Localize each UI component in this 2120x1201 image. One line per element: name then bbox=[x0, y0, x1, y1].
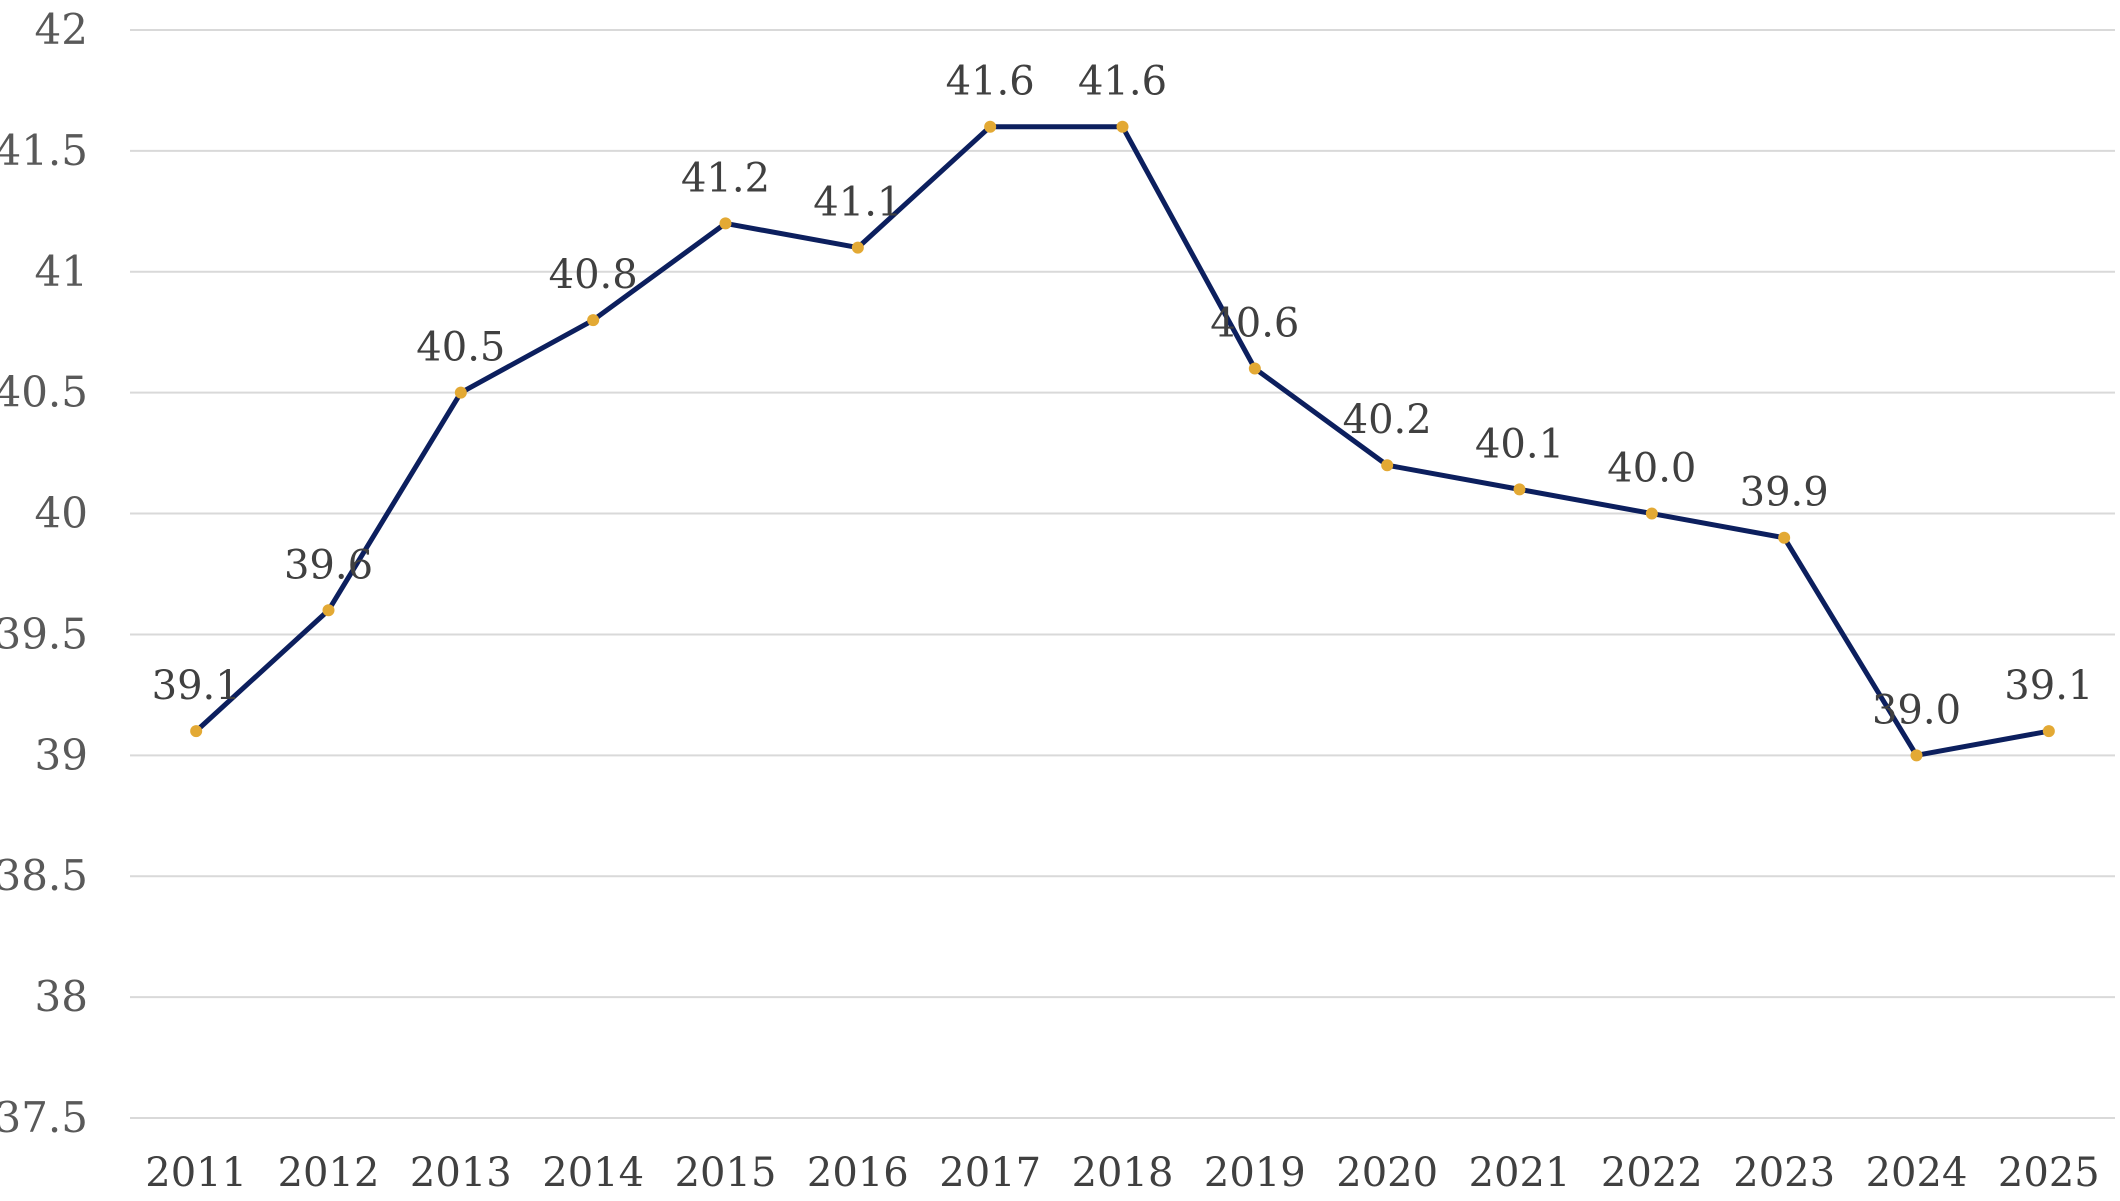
y-tick-label: 37.5 bbox=[0, 1093, 88, 1142]
x-tick-label: 2011 bbox=[145, 1150, 247, 1196]
series-line bbox=[193, 124, 2052, 758]
x-tick-label: 2024 bbox=[1866, 1150, 1968, 1196]
y-axis: 37.5 38 38.5 39 39.5 40 40.5 41 41.5 42 bbox=[0, 5, 88, 1142]
data-point bbox=[454, 386, 467, 399]
x-tick-label: 2019 bbox=[1204, 1150, 1306, 1196]
y-tick-label: 38.5 bbox=[0, 851, 88, 900]
data-point bbox=[1778, 531, 1791, 544]
data-point bbox=[719, 217, 732, 230]
data-point bbox=[1116, 120, 1129, 133]
x-tick-label: 2025 bbox=[1998, 1150, 2100, 1196]
data-label: 40.6 bbox=[1210, 300, 1299, 346]
x-tick-label: 2014 bbox=[542, 1150, 644, 1196]
x-tick-label: 2015 bbox=[675, 1150, 777, 1196]
data-label: 41.2 bbox=[681, 155, 770, 201]
x-tick-label: 2020 bbox=[1336, 1150, 1438, 1196]
data-point bbox=[1645, 507, 1658, 520]
y-tick-label: 38 bbox=[35, 972, 88, 1021]
x-tick-label: 2013 bbox=[410, 1150, 512, 1196]
data-point bbox=[1910, 749, 1923, 762]
x-tick-label: 2017 bbox=[939, 1150, 1041, 1196]
data-label: 39.1 bbox=[152, 663, 241, 709]
data-label: 41.1 bbox=[813, 180, 902, 226]
data-label: 41.6 bbox=[946, 59, 1035, 105]
y-tick-label: 40.5 bbox=[0, 368, 88, 417]
data-point bbox=[2042, 725, 2055, 738]
y-tick-label: 39.5 bbox=[0, 609, 88, 658]
data-label: 40.1 bbox=[1475, 421, 1564, 467]
data-labels: 39.1 39.6 40.5 40.8 41.2 41.1 41.6 41.6 40.6 40.2… bbox=[152, 59, 2094, 734]
data-point bbox=[1248, 362, 1261, 375]
data-point bbox=[587, 314, 600, 327]
series-layer bbox=[190, 120, 2055, 762]
x-tick-label: 2021 bbox=[1469, 1150, 1571, 1196]
data-label: 40.0 bbox=[1607, 446, 1696, 492]
data-point bbox=[851, 241, 864, 254]
data-point bbox=[1513, 483, 1526, 496]
gridlines bbox=[130, 29, 2115, 1119]
y-tick-label: 40 bbox=[35, 489, 88, 538]
data-label: 39.6 bbox=[284, 542, 373, 588]
data-point bbox=[322, 604, 335, 617]
data-label: 39.0 bbox=[1872, 687, 1961, 733]
y-tick-label: 41.5 bbox=[0, 126, 88, 175]
data-label: 40.2 bbox=[1343, 397, 1432, 443]
data-label: 39.1 bbox=[2004, 663, 2093, 709]
x-tick-label: 2018 bbox=[1072, 1150, 1174, 1196]
y-tick-label: 42 bbox=[35, 5, 88, 54]
x-tick-label: 2012 bbox=[278, 1150, 380, 1196]
x-tick-label: 2016 bbox=[807, 1150, 909, 1196]
y-tick-label: 39 bbox=[35, 730, 88, 779]
x-tick-label: 2023 bbox=[1733, 1150, 1835, 1196]
data-label: 41.6 bbox=[1078, 59, 1167, 105]
data-label: 40.8 bbox=[549, 252, 638, 298]
data-label: 40.5 bbox=[416, 325, 505, 371]
data-label: 39.9 bbox=[1740, 470, 1829, 516]
data-point bbox=[1381, 459, 1394, 472]
data-point bbox=[984, 120, 997, 133]
y-tick-label: 41 bbox=[35, 247, 88, 296]
data-point bbox=[190, 725, 203, 738]
x-tick-label: 2022 bbox=[1601, 1150, 1703, 1196]
x-axis: 2011 2012 2013 2014 2015 2016 2017 2018 2019 2020… bbox=[145, 1150, 2099, 1196]
